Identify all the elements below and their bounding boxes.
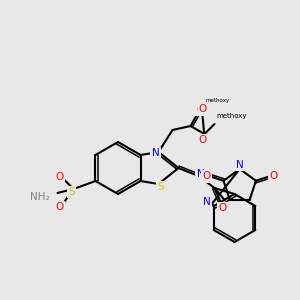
Text: S: S [68, 187, 75, 197]
Text: S: S [157, 182, 164, 192]
Text: N: N [203, 197, 211, 207]
Text: methoxy: methoxy [217, 113, 247, 119]
Text: O: O [56, 202, 64, 212]
Text: O: O [198, 104, 207, 114]
Text: methoxy: methoxy [206, 98, 230, 103]
Text: O: O [269, 171, 277, 181]
Text: NH₂: NH₂ [30, 192, 49, 202]
Text: N: N [196, 169, 204, 179]
Text: N: N [236, 160, 244, 170]
Text: O: O [198, 135, 207, 145]
Text: N: N [152, 148, 159, 158]
Text: O: O [196, 105, 205, 115]
Text: O: O [56, 172, 64, 182]
Text: O: O [202, 171, 211, 181]
Text: O: O [218, 203, 226, 213]
